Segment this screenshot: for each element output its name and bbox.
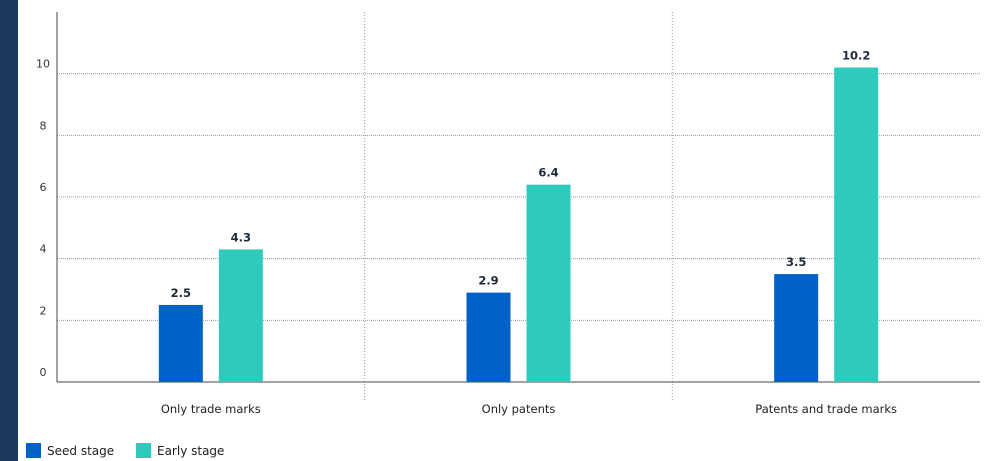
legend-swatch-1: [136, 443, 151, 458]
data-label-0-1: 2.9: [478, 274, 498, 288]
data-label-0-0: 2.5: [171, 286, 191, 300]
legend-swatch-0: [26, 443, 41, 458]
data-label-0-2: 3.5: [786, 255, 806, 269]
legend: Seed stage Early stage: [26, 443, 224, 458]
bar-0-2: [774, 274, 819, 382]
legend-label-1: Early stage: [157, 444, 224, 458]
category-label-1: Only patents: [482, 402, 556, 416]
legend-label-0: Seed stage: [47, 444, 114, 458]
y-tick-label: 4: [40, 243, 47, 256]
data-label-1-1: 6.4: [538, 166, 558, 180]
bars-layer: [158, 67, 879, 382]
labels-layer: 0 2 4 6 8 10 2.5 4.3 Only trade marks 2.9 6.4 Only …: [36, 49, 897, 417]
bar-chart: 0 2 4 6 8 10 2.5 4.3 Only trade marks 2.9 6.4 Only …: [26, 12, 980, 458]
bar-0-1: [466, 292, 511, 382]
bar-0-0: [158, 304, 203, 382]
data-label-1-2: 10.2: [842, 49, 870, 63]
y-tick-label: 2: [40, 304, 47, 317]
y-tick-label: 10: [36, 58, 50, 71]
category-label-2: Patents and trade marks: [755, 402, 897, 416]
chart-frame: 0 2 4 6 8 10 2.5 4.3 Only trade marks 2.9 6.4 Only …: [18, 0, 984, 461]
y-tick-label: 8: [40, 119, 47, 132]
y-tick-label: 0: [40, 366, 47, 379]
grid-layer: [56, 12, 980, 400]
bar-1-0: [218, 249, 263, 382]
category-label-0: Only trade marks: [161, 402, 261, 416]
bar-1-2: [834, 67, 879, 382]
bar-1-1: [526, 184, 571, 382]
data-label-1-0: 4.3: [231, 230, 251, 244]
y-tick-label: 6: [40, 181, 47, 194]
